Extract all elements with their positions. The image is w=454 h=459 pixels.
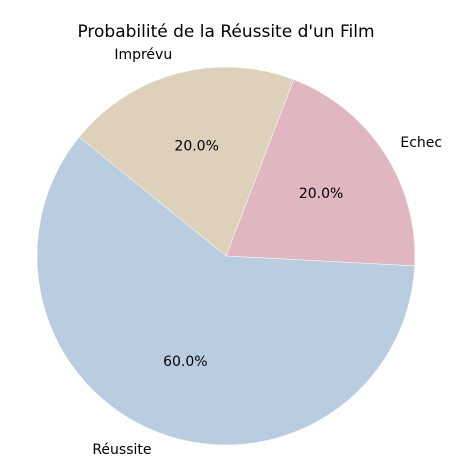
slice-label-reussite: Réussite xyxy=(92,442,151,458)
pie-slices xyxy=(36,66,416,446)
chart-title: Probabilité de la Réussite d'un Film xyxy=(77,22,374,42)
slice-percent-echec: 20.0% xyxy=(299,186,343,202)
pie-slice-echec xyxy=(225,79,416,267)
pie-slice-imprevu xyxy=(78,66,295,257)
slice-percent-imprevu: 20.0% xyxy=(174,138,218,154)
pie-labels: Echec 20.0% Imprévu 20.0% Réussite 60.0% xyxy=(92,47,442,458)
slice-label-imprevu: Imprévu xyxy=(114,47,172,63)
slice-percent-reussite: 60.0% xyxy=(163,354,207,370)
pie-slice-reussite xyxy=(36,136,416,446)
slice-label-echec: Echec xyxy=(400,135,442,151)
